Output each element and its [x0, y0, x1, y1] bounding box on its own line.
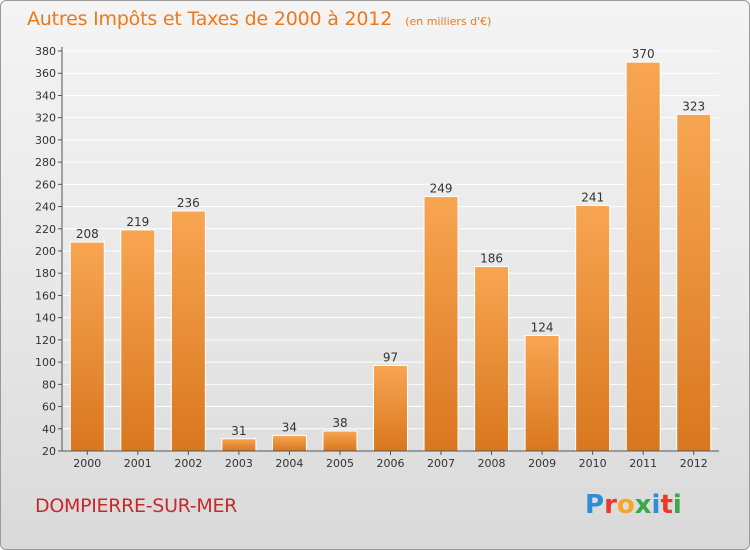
data-label-2000: 208: [76, 227, 99, 241]
data-label-2011: 370: [632, 47, 655, 61]
data-label-2004: 34: [282, 420, 297, 434]
y-tick-label: 220: [35, 223, 56, 236]
data-label-2012: 323: [682, 99, 705, 113]
bar-2005: [322, 430, 358, 452]
x-tick-label-2000: 2000: [73, 457, 101, 470]
bar-2002: [170, 210, 206, 452]
y-tick-label: 140: [35, 312, 56, 325]
y-tick-label: 320: [35, 112, 56, 125]
x-tick-label-2008: 2008: [478, 457, 506, 470]
data-label-2008: 186: [480, 252, 503, 266]
bar-2007: [423, 196, 459, 452]
data-label-2005: 38: [332, 416, 347, 430]
data-label-2006: 97: [383, 350, 398, 364]
y-tick-label: 100: [35, 356, 56, 369]
x-tick-label-2009: 2009: [528, 457, 556, 470]
bar-2010: [575, 204, 611, 452]
chart-title-block: Autres Impôts et Taxes de 2000 à 2012 (e…: [27, 8, 491, 30]
x-tick-label-2012: 2012: [680, 457, 708, 470]
bar-2001: [120, 229, 156, 452]
data-label-2010: 241: [581, 190, 604, 204]
logo-letter: r: [604, 490, 617, 520]
logo-letter: i: [651, 490, 661, 520]
logo-letter: i: [672, 490, 682, 520]
x-tick-label-2003: 2003: [225, 457, 253, 470]
y-tick-label: 260: [35, 178, 56, 191]
bar-2012: [676, 113, 712, 452]
x-tick-label-2001: 2001: [124, 457, 152, 470]
y-tick-label: 20: [42, 445, 56, 458]
bars: [69, 61, 712, 452]
x-tick-label-2002: 2002: [174, 457, 202, 470]
data-label-2001: 219: [126, 215, 149, 229]
data-label-2003: 31: [231, 424, 246, 438]
y-tick-label: 300: [35, 134, 56, 147]
data-label-2007: 249: [430, 182, 453, 196]
logo-letter: o: [616, 490, 635, 520]
axes: 20 40 60 80 100 120 140 160 180 200 220 240 260 280 30…: [35, 45, 719, 470]
chart-title: Autres Impôts et Taxes de 2000 à 2012: [27, 8, 393, 30]
x-tick-label-2011: 2011: [629, 457, 657, 470]
y-tick-label: 200: [35, 245, 56, 258]
x-tick-label-2010: 2010: [579, 457, 607, 470]
x-tick-label-2004: 2004: [275, 457, 303, 470]
data-labels: 208 219 236 31 34 38 97 249 186 124 241 370 323: [76, 47, 705, 438]
y-tick-label: 360: [35, 67, 56, 80]
bar-2008: [474, 266, 510, 452]
x-tick-label-2005: 2005: [326, 457, 354, 470]
proxiti-logo[interactable]: Proxiti: [585, 490, 682, 520]
commune-name: DOMPIERRE-SUR-MER: [35, 495, 238, 517]
x-tick-label-2006: 2006: [377, 457, 405, 470]
bar-2006: [373, 364, 408, 452]
logo-letter: P: [585, 490, 605, 520]
bar-2011: [625, 61, 661, 452]
y-tick-label: 380: [35, 45, 56, 58]
x-tick-label-2007: 2007: [427, 457, 455, 470]
bar-2004: [271, 434, 307, 452]
data-label-2002: 236: [177, 196, 200, 210]
y-tick-label: 60: [42, 401, 56, 414]
y-tick-label: 120: [35, 334, 56, 347]
y-tick-label: 280: [35, 156, 56, 169]
bar-2009: [524, 334, 560, 452]
logo-letter: t: [660, 490, 673, 520]
y-tick-label: 180: [35, 267, 56, 280]
logo-letter: x: [634, 490, 652, 520]
chart-subtitle: (en milliers d'€): [405, 15, 492, 28]
y-tick-label: 340: [35, 89, 56, 102]
y-tick-label: 40: [42, 423, 56, 436]
bar-2000: [69, 241, 105, 452]
bar-2003: [221, 438, 257, 452]
y-tick-label: 240: [35, 201, 56, 214]
y-tick-label: 160: [35, 289, 56, 302]
data-label-2009: 124: [531, 320, 554, 334]
y-tick-label: 80: [42, 378, 56, 391]
